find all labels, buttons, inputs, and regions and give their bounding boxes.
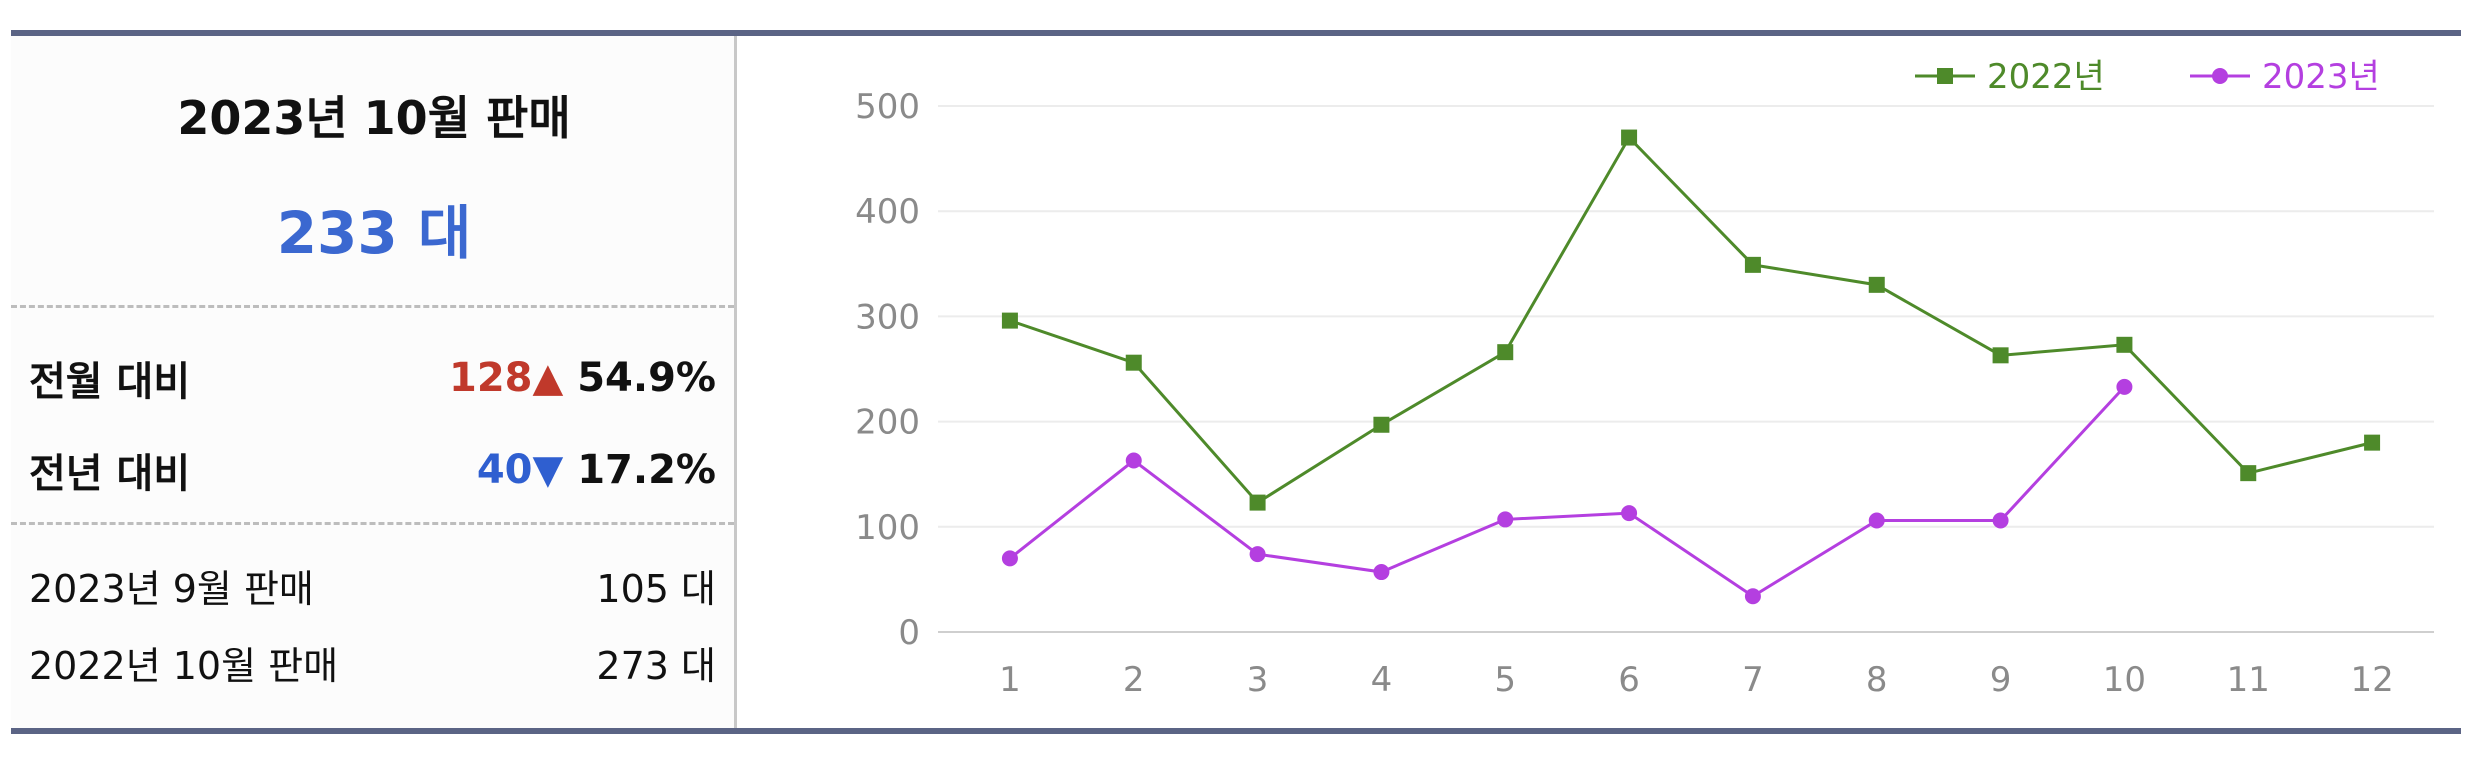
x-tick-label: 9 (1990, 660, 2012, 700)
data-point (1249, 546, 1266, 563)
x-tick-label: 2 (1123, 660, 1145, 700)
y-tick-label: 100 (855, 508, 920, 548)
legend-marker (1937, 68, 1953, 84)
data-point (1868, 512, 1885, 529)
data-point (2116, 336, 2133, 353)
data-point (1373, 416, 1390, 433)
y-tick-label: 200 (855, 403, 920, 443)
x-tick-label: 10 (2103, 660, 2146, 700)
yoy-label: 전년 대비 (29, 451, 191, 497)
summary-panel: 2023년 10월 판매 233 대 전월 대비 128▲ 54.9% 전년 대… (11, 36, 737, 728)
mom-row: 전월 대비 128▲ 54.9% (29, 348, 716, 408)
data-point (1001, 550, 1018, 567)
y-tick-label: 500 (855, 87, 920, 127)
data-point (1621, 129, 1638, 146)
yoy-change: 40▼ (476, 447, 564, 493)
divider (11, 305, 734, 308)
data-point (1125, 354, 1142, 371)
prev-month-row: 2023년 9월 판매 105 대 (29, 555, 716, 615)
legend-label: 2022년 (1987, 57, 2105, 97)
prev-year-label: 2022년 10월 판매 (29, 643, 339, 688)
series-line-1 (1009, 135, 2373, 505)
prev-year-value: 273 대 (596, 643, 716, 688)
data-point (1992, 512, 2009, 529)
mom-percent: 54.9% (577, 355, 716, 401)
mom-label: 전월 대비 (29, 359, 191, 405)
data-point (2240, 465, 2257, 482)
data-point (1497, 511, 1514, 528)
x-tick-label: 11 (2227, 660, 2270, 700)
yoy-percent: 17.2% (577, 447, 716, 493)
summary-title: 2023년 10월 판매 (177, 91, 571, 145)
prev-year-row: 2022년 10월 판매 273 대 (29, 632, 716, 692)
divider (11, 522, 734, 525)
prev-month-value: 105 대 (596, 566, 716, 611)
x-tick-label: 3 (1247, 660, 1269, 700)
series-line-2 (1008, 385, 2126, 599)
prev-month-label: 2023년 9월 판매 (29, 566, 314, 611)
sales-panel: 2023년 10월 판매 233 대 전월 대비 128▲ 54.9% 전년 대… (11, 30, 2461, 734)
data-point (1001, 312, 1018, 329)
data-point (1125, 452, 1142, 469)
y-tick-label: 400 (855, 192, 920, 232)
data-point (2116, 378, 2133, 395)
legend-label: 2023년 (2262, 57, 2380, 97)
data-point (1744, 588, 1761, 605)
data-point (1868, 276, 1885, 293)
chart-area: 0 100 200 300 400 500 1 2 3 4 5 6 7 8 9 10 11 12 2022년 2023… (740, 36, 2461, 728)
x-tick-label: 7 (1742, 660, 1764, 700)
total-sales: 233 대 (276, 199, 472, 267)
x-tick-label: 8 (1866, 660, 1888, 700)
x-tick-label: 6 (1618, 660, 1640, 700)
data-point (1497, 344, 1514, 361)
data-point (1992, 347, 2009, 364)
legend-marker (2212, 68, 2228, 84)
data-point (1621, 505, 1638, 522)
yoy-row: 전년 대비 40▼ 17.2% (29, 440, 716, 500)
y-tick-label: 300 (855, 297, 920, 337)
y-tick-label: 0 (898, 613, 920, 653)
data-point (1249, 494, 1266, 511)
x-tick-label: 4 (1371, 660, 1393, 700)
mom-change: 128▲ (449, 355, 564, 401)
mom-value: 128▲ 54.9% (449, 355, 716, 401)
data-point (2364, 434, 2381, 451)
x-tick-label: 1 (999, 660, 1021, 700)
data-point (1373, 564, 1390, 581)
yoy-value: 40▼ 17.2% (477, 447, 716, 493)
x-tick-label: 5 (1494, 660, 1516, 700)
data-point (1744, 256, 1761, 273)
x-tick-label: 12 (2350, 660, 2393, 700)
